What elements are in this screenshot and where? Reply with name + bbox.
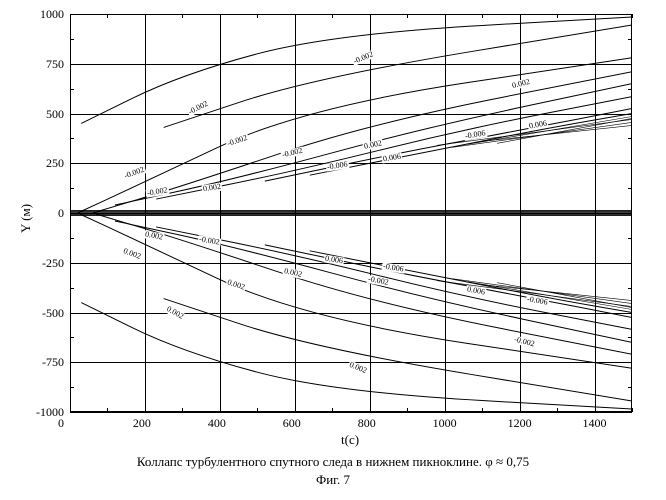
y-minor-tick <box>628 138 632 139</box>
y-tick-label: -250 <box>42 256 64 271</box>
y-minor-tick <box>628 163 632 164</box>
x-tick-label: 400 <box>208 416 226 431</box>
y-tick-label: 1000 <box>40 7 64 22</box>
grid-hline <box>70 263 632 264</box>
y-minor-tick <box>628 39 632 40</box>
y-minor-tick <box>70 387 74 388</box>
x-minor-tick <box>482 408 483 412</box>
y-minor-tick <box>70 64 74 65</box>
x-minor-tick <box>182 408 183 412</box>
grid-hline <box>70 163 632 164</box>
x-tick-label: 1200 <box>508 416 532 431</box>
x-minor-tick <box>445 408 446 412</box>
y-minor-tick <box>628 313 632 314</box>
y-minor-tick <box>70 288 74 289</box>
y-minor-tick <box>70 313 74 314</box>
x-tick-label: 800 <box>358 416 376 431</box>
figure-number: Фиг. 7 <box>0 472 666 488</box>
y-tick-label: 500 <box>46 107 64 122</box>
x-minor-tick <box>595 14 596 18</box>
x-tick-label: 600 <box>283 416 301 431</box>
y-minor-tick <box>70 188 74 189</box>
x-minor-tick <box>370 14 371 18</box>
y-minor-tick <box>628 89 632 90</box>
x-minor-tick <box>220 408 221 412</box>
x-minor-tick <box>445 14 446 18</box>
x-minor-tick <box>257 14 258 18</box>
y-minor-tick <box>70 14 74 15</box>
y-minor-tick <box>628 387 632 388</box>
y-minor-tick <box>70 163 74 164</box>
x-minor-tick <box>370 408 371 412</box>
x-minor-tick <box>557 14 558 18</box>
y-minor-tick <box>628 114 632 115</box>
y-tick-label: 750 <box>46 57 64 72</box>
x-minor-tick <box>332 408 333 412</box>
y-tick-label: 250 <box>46 156 64 171</box>
grid-hline <box>70 412 632 413</box>
y-minor-tick <box>628 412 632 413</box>
y-minor-tick <box>70 238 74 239</box>
x-minor-tick <box>295 14 296 18</box>
y-minor-tick <box>70 138 74 139</box>
grid-hline <box>70 14 632 15</box>
x-axis-label: t(c) <box>341 432 359 448</box>
x-minor-tick <box>332 14 333 18</box>
x-tick-label: 200 <box>133 416 151 431</box>
y-tick-label: 0 <box>58 206 64 221</box>
x-minor-tick <box>407 408 408 412</box>
x-minor-tick <box>632 408 633 412</box>
y-minor-tick <box>70 39 74 40</box>
x-minor-tick <box>145 408 146 412</box>
x-minor-tick <box>182 14 183 18</box>
y-minor-tick <box>628 64 632 65</box>
y-tick-label: -750 <box>42 355 64 370</box>
grid-hline <box>70 64 632 65</box>
x-minor-tick <box>595 408 596 412</box>
y-minor-tick <box>70 114 74 115</box>
grid-hline <box>70 114 632 115</box>
y-minor-tick <box>628 263 632 264</box>
y-minor-tick <box>628 238 632 239</box>
y-minor-tick <box>628 288 632 289</box>
x-minor-tick <box>632 14 633 18</box>
x-minor-tick <box>520 408 521 412</box>
y-minor-tick <box>628 188 632 189</box>
y-minor-tick <box>628 14 632 15</box>
y-minor-tick <box>70 337 74 338</box>
x-tick-label: 1000 <box>433 416 457 431</box>
x-minor-tick <box>520 14 521 18</box>
y-minor-tick <box>70 362 74 363</box>
x-minor-tick <box>257 408 258 412</box>
y-minor-tick <box>628 362 632 363</box>
y-minor-tick <box>628 337 632 338</box>
y-minor-tick <box>70 89 74 90</box>
x-minor-tick <box>107 408 108 412</box>
x-minor-tick <box>145 14 146 18</box>
x-minor-tick <box>482 14 483 18</box>
x-tick-label: 1400 <box>583 416 607 431</box>
y-minor-tick <box>70 213 74 214</box>
y-tick-label: -500 <box>42 306 64 321</box>
y-minor-tick <box>628 213 632 214</box>
x-minor-tick <box>220 14 221 18</box>
y-minor-tick <box>70 263 74 264</box>
x-minor-tick <box>557 408 558 412</box>
y-axis-label: Y (м) <box>18 204 34 233</box>
grid-hline <box>70 313 632 314</box>
x-minor-tick <box>295 408 296 412</box>
y-tick-label: -1000 <box>36 405 64 420</box>
y-minor-tick <box>70 412 74 413</box>
grid-hline <box>70 213 632 214</box>
figure-caption: Коллапс турбулентного спутного следа в н… <box>0 454 666 470</box>
x-minor-tick <box>107 14 108 18</box>
x-minor-tick <box>407 14 408 18</box>
